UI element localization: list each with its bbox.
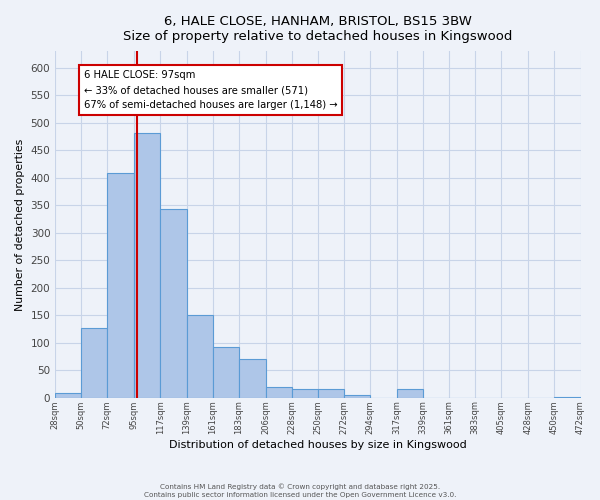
Bar [187, 315, 212, 398]
Bar [266, 386, 292, 398]
Bar [239, 359, 266, 398]
Bar [134, 132, 160, 398]
Bar [318, 390, 344, 398]
Text: Contains HM Land Registry data © Crown copyright and database right 2025.
Contai: Contains HM Land Registry data © Crown c… [144, 484, 456, 498]
Bar [397, 390, 423, 398]
Bar [160, 209, 187, 398]
Y-axis label: Number of detached properties: Number of detached properties [15, 138, 25, 310]
Bar [107, 173, 134, 398]
Text: 6 HALE CLOSE: 97sqm
← 33% of detached houses are smaller (571)
67% of semi-detac: 6 HALE CLOSE: 97sqm ← 33% of detached ho… [83, 70, 337, 110]
X-axis label: Distribution of detached houses by size in Kingswood: Distribution of detached houses by size … [169, 440, 467, 450]
Bar [212, 347, 239, 398]
Bar [344, 395, 370, 398]
Bar [554, 396, 581, 398]
Title: 6, HALE CLOSE, HANHAM, BRISTOL, BS15 3BW
Size of property relative to detached h: 6, HALE CLOSE, HANHAM, BRISTOL, BS15 3BW… [123, 15, 512, 43]
Bar [81, 328, 107, 398]
Bar [55, 394, 81, 398]
Bar [292, 390, 318, 398]
